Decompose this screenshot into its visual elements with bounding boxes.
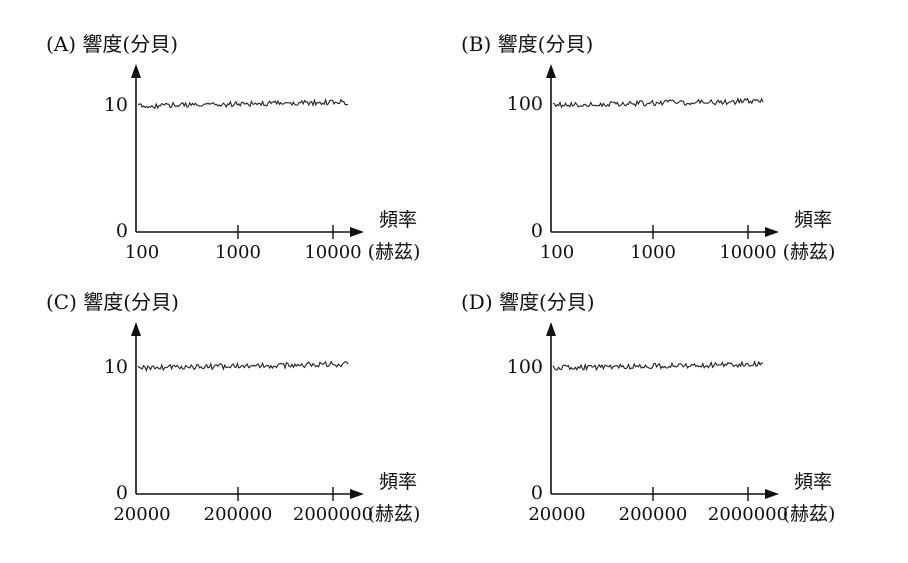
x-tick-label: 20000 bbox=[113, 504, 170, 525]
x-axis-unit-label: (赫茲) bbox=[783, 503, 836, 525]
x-tick-label: 2000000 bbox=[708, 504, 788, 525]
y-axis-arrow-icon bbox=[131, 64, 141, 78]
x-tick-label: 100 bbox=[125, 242, 159, 263]
x-tick-label: 20000 bbox=[528, 504, 585, 525]
x-axis-arrow-icon bbox=[765, 227, 779, 237]
x-axis-unit-label: (赫茲) bbox=[368, 503, 421, 525]
y-tick-label: 0 bbox=[531, 220, 543, 242]
y-tick-label: 0 bbox=[531, 482, 543, 504]
chart-title: (A) 響度(分貝) bbox=[46, 32, 178, 56]
x-axis-unit-label: (赫茲) bbox=[783, 241, 836, 263]
y-tick-label: 0 bbox=[116, 482, 128, 504]
x-axis-arrow-icon bbox=[350, 227, 364, 237]
y-axis-arrow-icon bbox=[546, 64, 556, 78]
x-tick-label: 100 bbox=[540, 242, 574, 263]
x-axis-label: 頻率 bbox=[794, 471, 832, 493]
loudness-trace bbox=[137, 360, 349, 373]
loudness-trace bbox=[137, 97, 349, 110]
x-tick-label: 200000 bbox=[619, 504, 688, 525]
y-axis-arrow-icon bbox=[546, 322, 556, 336]
x-axis-arrow-icon bbox=[765, 489, 779, 499]
x-axis-label: 頻率 bbox=[379, 471, 417, 493]
x-axis-label: 頻率 bbox=[379, 209, 417, 231]
y-tick-label: 10 bbox=[104, 356, 128, 378]
x-tick-label: 2000000 bbox=[293, 504, 373, 525]
x-axis-arrow-icon bbox=[350, 489, 364, 499]
x-tick-label: 200000 bbox=[204, 504, 273, 525]
y-tick-label: 100 bbox=[507, 93, 543, 115]
x-tick-label: 10000 bbox=[304, 242, 361, 263]
loudness-trace bbox=[552, 360, 764, 372]
chart-title: (D) 響度(分貝) bbox=[461, 290, 595, 314]
chart-title: (C) 響度(分貝) bbox=[46, 290, 179, 314]
x-axis-label: 頻率 bbox=[794, 209, 832, 231]
chart-title: (B) 響度(分貝) bbox=[461, 32, 593, 56]
loudness-trace bbox=[552, 97, 764, 109]
y-tick-label: 10 bbox=[104, 94, 128, 116]
x-tick-label: 1000 bbox=[215, 242, 261, 263]
y-axis-arrow-icon bbox=[131, 322, 141, 336]
y-tick-label: 0 bbox=[116, 220, 128, 242]
y-tick-label: 100 bbox=[507, 356, 543, 378]
x-tick-label: 10000 bbox=[719, 242, 776, 263]
x-axis-unit-label: (赫茲) bbox=[368, 241, 421, 263]
x-tick-label: 1000 bbox=[630, 242, 676, 263]
